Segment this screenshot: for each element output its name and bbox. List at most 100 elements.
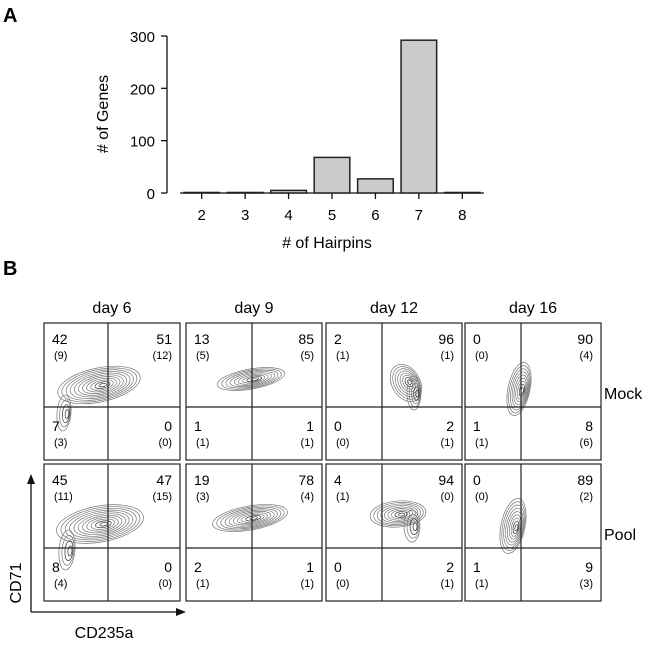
contour-line [65,369,134,401]
contour-line [86,377,117,393]
contour-line [389,363,423,403]
contour-line [412,522,418,532]
contour-line [387,508,414,521]
quadrant-lr-percent: 1 [306,559,314,575]
quadrant-ll-percent: 7 [52,418,60,434]
bar-6 [356,178,394,194]
contour-line [501,501,526,551]
bar-7 [400,39,438,194]
contour-line [413,386,420,401]
quadrant-lr-error: (3) [580,578,593,590]
quadrant-ll-percent: 8 [52,559,60,575]
contour-line [398,512,406,517]
plot-frame [464,463,602,602]
x-axis-arrowhead [176,608,186,616]
contour-line [506,362,532,416]
quadrant-ul-error: (0) [475,350,488,362]
cd71-axis-label: CD71 [8,562,25,603]
contour-line [402,374,415,390]
flow-plot: 42 (9) 51 (12) 7 (3) 0 (0) [43,322,181,461]
contour-line [415,390,419,398]
contour-line [499,498,527,554]
contour-line [94,381,111,389]
quadrant-ur-error: (2) [580,491,593,503]
histogram-chart: # of Genes # of Hairpins 0 100 200 300 2 3 4 5 6… [95,29,484,252]
quadrant-ll-error: (0) [336,437,349,449]
contour-line [245,515,262,522]
quadrant-ul-percent: 2 [334,331,342,347]
quadrant-ur-percent: 90 [577,331,593,347]
contour-line [78,374,124,396]
plot-frame [464,322,602,461]
plot-frame [325,322,463,461]
contour-line [86,516,119,532]
quadrant-ul-percent: 19 [194,472,210,488]
plot-frame [43,463,181,602]
quadrant-ll-error: (1) [196,437,209,449]
contour-line [249,516,258,520]
y-tick-label: 100 [130,134,155,151]
contour-line [217,367,285,391]
contour-line [64,507,137,541]
contour-line [394,511,408,518]
quadrant-ur-percent: 85 [298,331,314,347]
bar-2 [183,191,221,194]
quadrant-ur-percent: 51 [156,331,172,347]
y-tick-label: 0 [147,186,155,203]
flow-plot: 2 (1) 96 (1) 0 (0) 2 (1) [325,322,463,461]
contour-line [250,377,259,381]
panel-b-axes: CD71 CD235a [8,474,186,642]
quadrant-ul-error: (11) [54,491,73,503]
flow-plot: 45 (11) 47 (15) 8 (4) 0 (0) [43,463,181,602]
contour-line [225,369,279,389]
contour-line [399,372,417,393]
contour-line [242,375,266,384]
contour-line [58,529,76,571]
quadrant-ll-error: (1) [196,578,209,590]
contour-line [369,500,427,528]
x-tick-label: 2 [198,207,206,224]
contour-line [512,520,520,534]
contour-line [99,522,109,527]
quadrant-ll-error: (4) [54,578,67,590]
quadrant-ur-error: (4) [580,350,593,362]
x-tick-label: 6 [371,207,379,224]
quadrant-ur-error: (0) [441,491,454,503]
contour-line [394,368,420,398]
contour-line [67,545,73,557]
x-tick-label: 4 [284,207,292,224]
x-tick-label: 3 [241,207,249,224]
quadrant-ur-percent: 78 [298,472,314,488]
contour-line [373,502,424,527]
quadrant-lr-percent: 2 [446,559,454,575]
quadrant-ll-percent: 1 [473,418,481,434]
quadrant-ur-error: (12) [152,350,172,362]
bar-4 [270,189,308,194]
quadrant-lr-percent: 9 [585,559,593,575]
contour-line [517,381,526,400]
quadrant-ll-error: (1) [475,437,488,449]
quadrant-lr-error: (6) [580,437,593,449]
flow-plot: 13 (5) 85 (5) 1 (1) 1 (1) [185,322,323,461]
quadrant-ur-percent: 47 [156,472,172,488]
contour-line [229,371,276,388]
contour-line [406,375,422,411]
row-title-mock: Mock [604,386,643,403]
flow-cytometry-grid: day 6 day 9 day 12 day 16Mock42(9)51(12)7(3… [43,300,643,602]
quadrant-ul-error: (1) [336,491,349,503]
flow-plot: 4 (1) 94 (0) 0 (0) 2 (1) [325,463,463,602]
quadrant-lr-error: (1) [301,437,314,449]
quadrant-ul-percent: 42 [52,331,68,347]
contour-line [60,506,141,542]
x-axis-label: # of Hairpins [282,235,372,252]
quadrant-ul-error: (0) [475,491,488,503]
y-axis-arrowhead [27,474,35,484]
contour-line [90,379,114,391]
x-tick-label: 7 [415,207,423,224]
flow-plot: 0 (0) 90 (4) 1 (1) 8 (6) [464,322,602,461]
quadrant-lr-percent: 0 [164,559,172,575]
contour-line [392,366,421,400]
bar-3 [226,191,264,194]
contour-line [56,394,72,432]
